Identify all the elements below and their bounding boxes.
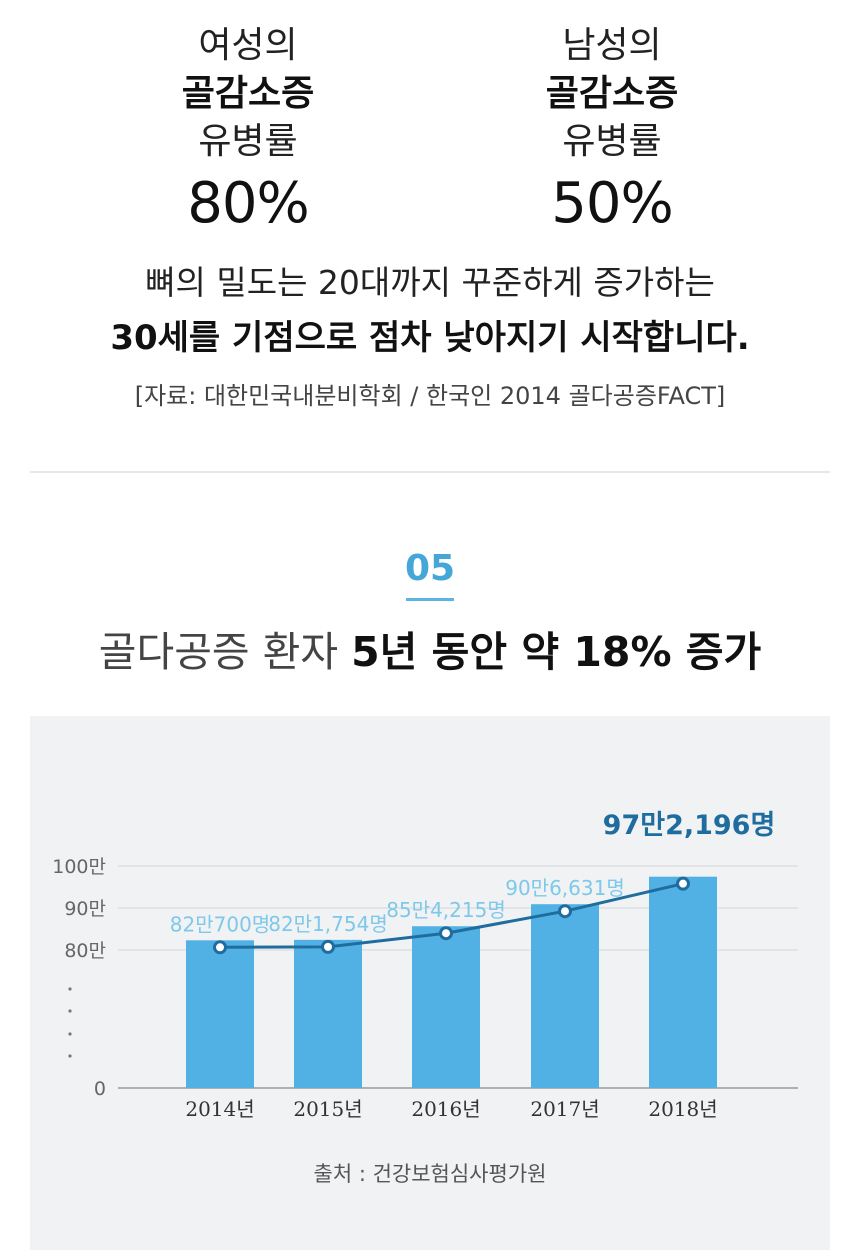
data-label: 82만700명	[170, 912, 270, 936]
chart-panel: 0 80만 90만 100만 2014년 2015년 2016년 2017년 2018년 82만7…	[30, 716, 830, 1250]
axis-break-dot	[68, 987, 72, 991]
y-tick-label: 100만	[52, 856, 106, 878]
section-number: 05	[404, 548, 456, 589]
female-condition: 골감소증	[181, 73, 315, 114]
bone-density-text: 뼈의 밀도는 20대까지 꾸준하게 증가하는	[145, 263, 715, 302]
male-rate-label: 유병률	[562, 121, 662, 162]
series-point	[213, 940, 227, 955]
data-label: 97만2,196명	[603, 810, 776, 841]
section-number-underline	[406, 598, 454, 601]
data-label: 85만4,215명	[386, 898, 506, 922]
axis-break-dot	[68, 1032, 72, 1036]
y-tick-label: 80만	[64, 940, 106, 962]
series-point	[676, 876, 690, 891]
male-label: 남성의	[562, 25, 662, 66]
x-tick-label: 2018년	[648, 1097, 717, 1121]
series-point	[321, 939, 335, 954]
y-tick-label: 0	[94, 1078, 106, 1100]
bar	[294, 939, 362, 1088]
axis-break-dot	[68, 1054, 72, 1058]
bar	[412, 926, 480, 1088]
bone-density-emphasis: 30세를 기점으로 점차 낮아지기 시작합니다.	[110, 318, 750, 358]
series-point	[558, 904, 572, 919]
section-title-bold: 5년 동안 약 18% 증가	[351, 628, 762, 676]
y-tick-label: 90만	[64, 898, 106, 920]
section-title: 골다공증 환자 5년 동안 약 18% 증가	[0, 618, 860, 678]
bar	[531, 904, 599, 1088]
bar	[186, 940, 254, 1088]
x-tick-label: 2015년	[293, 1097, 362, 1121]
data-source: [자료: 대한민국내분비학회 / 한국인 2014 골다공증FACT]	[134, 382, 726, 410]
female-rate-value: 80%	[187, 171, 309, 236]
patient-chart: 0 80만 90만 100만 2014년 2015년 2016년 2017년 2018년 82만7…	[52, 810, 798, 1121]
data-label: 90만6,631명	[505, 876, 625, 900]
data-label: 82만1,754명	[268, 912, 388, 936]
female-rate-label: 유병률	[198, 121, 298, 162]
section-divider	[30, 471, 830, 473]
male-stat: 남성의 골감소증 유병률 50%	[482, 22, 742, 240]
x-tick-label: 2017년	[530, 1097, 599, 1121]
x-tick-label: 2016년	[411, 1097, 480, 1121]
section-title-light: 골다공증 환자	[98, 628, 339, 676]
series-point	[439, 926, 453, 941]
x-tick-label: 2014년	[185, 1097, 254, 1121]
chart-source: 출처 : 건강보험심사평가원	[313, 1162, 547, 1186]
axis-break-dot	[68, 1009, 72, 1013]
male-rate-value: 50%	[551, 171, 673, 236]
female-stat: 여성의 골감소증 유병률 80%	[118, 22, 378, 240]
female-label: 여성의	[198, 25, 298, 66]
bar	[649, 876, 717, 1088]
male-condition: 골감소증	[545, 73, 679, 114]
